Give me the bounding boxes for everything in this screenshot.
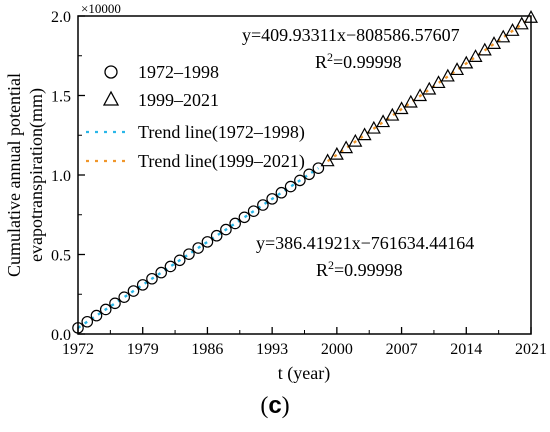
y-axis-label-line1: Cumulative annual potential: [4, 73, 24, 277]
legend-label-series1: 1972–1998: [138, 62, 219, 82]
y-tick-label: 0.0: [51, 327, 71, 344]
x-tick-label: 1972: [62, 341, 94, 358]
data-point-circle: [173, 254, 186, 267]
y-axis-label-line2: evapotranspiration(mm): [26, 88, 47, 262]
data-point-triangle: [329, 146, 344, 160]
data-point-circle: [238, 211, 251, 224]
r2-1999-2021-sup: 2: [327, 50, 333, 64]
data-point-triangle: [403, 94, 418, 108]
y-tick-label: 2.0: [51, 9, 71, 26]
data-point-triangle: [496, 29, 511, 43]
data-point-circle: [220, 223, 232, 236]
data-point-triangle: [339, 140, 354, 154]
figure-label-letter: c: [268, 392, 282, 419]
legend-label-series2: 1999–2021: [138, 90, 219, 110]
data-point-triangle: [514, 16, 529, 30]
r2-1972-1998-value: =0.99998: [334, 260, 403, 280]
figure-label-close: ): [281, 393, 290, 419]
data-point-circle: [312, 162, 325, 174]
data-point-circle: [266, 193, 278, 205]
data-point-circle: [294, 174, 306, 187]
x-tick-label: 2014: [450, 341, 482, 358]
x-axis-label: t (year): [278, 363, 330, 384]
data-point-circle: [201, 236, 214, 248]
data-point-triangle: [505, 23, 520, 36]
data-point-triangle: [348, 133, 363, 147]
data-point-triangle: [459, 55, 474, 69]
data-point-triangle: [357, 127, 372, 141]
data-point-circle: [90, 309, 103, 322]
figure-panel-label: (c): [0, 392, 550, 420]
data-point-triangle: [320, 153, 335, 167]
x-tick-label: 1986: [191, 341, 223, 358]
r2-1972-1998-sup: 2: [328, 258, 334, 272]
trendline-1: [77, 167, 320, 329]
r2-1972-1998: R2=0.99998: [316, 258, 403, 280]
y-tick-label: 1.0: [51, 168, 71, 185]
data-point-circle: [81, 315, 94, 328]
data-point-triangle: [366, 120, 381, 134]
r2-1972-1998-prefix: R: [316, 260, 328, 280]
data-point-triangle: [487, 36, 502, 49]
x-tick-label: 1979: [127, 341, 159, 358]
legend-label-trendline1: Trend line(1972–1998): [138, 122, 305, 143]
data-point-circle: [303, 168, 315, 181]
data-point-circle: [99, 303, 112, 316]
data-point-circle: [210, 229, 223, 242]
data-point-circle: [127, 285, 140, 297]
x-tick-label: 2000: [321, 341, 353, 358]
data-point-circle: [109, 297, 121, 310]
data-point-triangle: [422, 81, 437, 95]
trendline-2: [326, 16, 532, 163]
data-point-triangle: [413, 88, 428, 102]
data-point-circle: [247, 205, 260, 217]
data-point-triangle: [431, 75, 446, 89]
legend-label-trendline2: Trend line(1999–2021): [138, 151, 305, 172]
y-multiplier: ×10000: [81, 1, 121, 16]
r2-1999-2021: R2=0.99998: [315, 50, 402, 72]
legend-circle-marker: [104, 65, 118, 79]
legend-triangle-marker: [102, 90, 120, 106]
axes-layer: 1972 1979 1986 1993 2000 2007 2014 2021 0.0 0.5 1.…: [51, 9, 547, 358]
x-tick-label: 2021: [515, 341, 547, 358]
data-point-triangle: [477, 42, 492, 56]
x-tick-label: 1993: [256, 341, 288, 358]
data-point-triangle: [450, 62, 465, 76]
data-point-circle: [257, 199, 269, 211]
data-point-circle: [284, 180, 297, 193]
data-point-circle: [164, 260, 177, 273]
r2-1999-2021-prefix: R: [315, 52, 327, 72]
data-point-triangle: [385, 107, 400, 121]
legend: 1972–1998 1999–2021 Trend line(1972–1998…: [86, 62, 305, 172]
data-point-circle: [155, 266, 168, 279]
figure-label-open: (: [260, 393, 269, 419]
data-point-triangle: [394, 101, 409, 115]
data-point-triangle: [468, 49, 483, 62]
equation-1999-2021: y=409.93311x−808586.57607: [242, 25, 460, 45]
y-tick-label: 0.5: [51, 248, 71, 265]
data-point-triangle: [440, 68, 455, 82]
data-point-circle: [229, 217, 241, 230]
data-point-circle: [192, 242, 204, 254]
data-point-circle: [136, 279, 149, 291]
plot-layer: [72, 10, 539, 334]
data-point-triangle: [376, 114, 391, 128]
data-point-circle: [146, 272, 158, 285]
x-tick-label: 2007: [386, 341, 418, 358]
r2-1999-2021-value: =0.99998: [333, 52, 402, 72]
data-point-circle: [118, 291, 131, 303]
data-point-circle: [183, 248, 195, 260]
data-point-circle: [275, 186, 288, 199]
y-tick-label: 1.5: [51, 89, 71, 106]
equation-1972-1998: y=386.41921x−761634.44164: [256, 233, 474, 253]
